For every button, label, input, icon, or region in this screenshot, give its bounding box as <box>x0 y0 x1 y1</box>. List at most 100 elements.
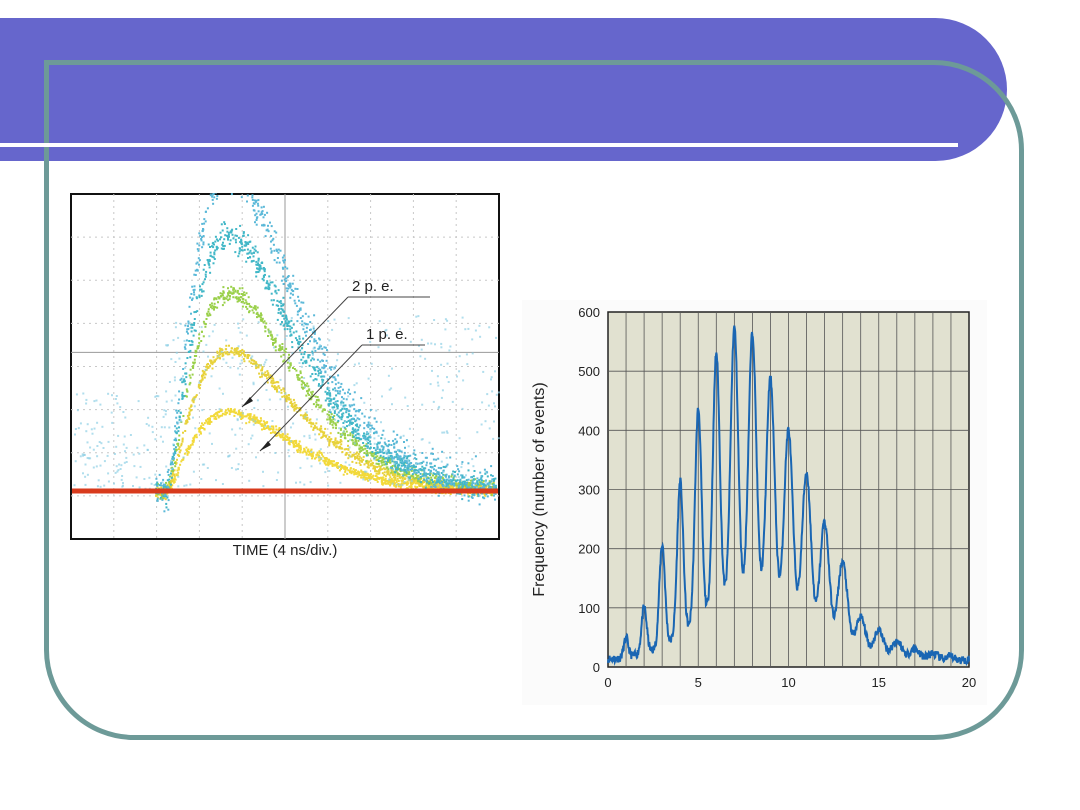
scope-dot <box>381 456 384 459</box>
scope-dot <box>267 224 269 227</box>
scope-dot <box>478 503 481 506</box>
scope-dot <box>405 475 408 478</box>
scope-dot <box>345 398 348 401</box>
scope-dot <box>232 237 235 240</box>
scope-dot <box>243 291 246 294</box>
scope-dot <box>323 366 326 369</box>
scope-dot <box>175 321 178 324</box>
scope-dot <box>311 390 314 393</box>
scope-dot <box>199 285 201 288</box>
scope-dot <box>385 467 388 470</box>
scope-dot <box>256 251 259 254</box>
scope-dot <box>302 337 305 340</box>
scope-dot <box>220 247 223 250</box>
scope-dot <box>192 289 195 291</box>
scope-dot <box>303 322 306 325</box>
scope-dot <box>208 364 211 367</box>
scope-dot <box>322 459 325 462</box>
scope-dot <box>365 470 368 473</box>
scope-dot <box>256 421 259 424</box>
scope-dot <box>329 438 332 441</box>
scope-dot <box>373 457 376 460</box>
scope-dot <box>282 283 285 285</box>
scope-dot <box>264 286 267 289</box>
scope-dot <box>166 471 169 473</box>
scope-dot <box>196 310 199 313</box>
scope-dot <box>471 485 474 488</box>
scope-dot <box>347 317 350 320</box>
scope-dot <box>329 415 332 418</box>
scope-dot <box>122 482 124 484</box>
scope-dot <box>364 476 367 479</box>
scope-dot <box>391 367 393 370</box>
scope-dot <box>475 484 478 487</box>
scope-dot <box>289 334 292 337</box>
scope-dot <box>238 373 241 376</box>
scope-dot <box>242 298 245 301</box>
scope-dot <box>337 431 340 434</box>
scope-dot <box>336 407 339 410</box>
scope-dot <box>378 465 381 468</box>
scope-dot <box>351 431 354 434</box>
scope-dot <box>303 353 306 356</box>
scope-dot <box>281 343 284 345</box>
scope-dot <box>195 262 198 265</box>
scope-dot <box>318 347 321 350</box>
scope-dot <box>315 453 318 456</box>
scope-dot <box>483 497 486 500</box>
scope-dot <box>263 320 266 323</box>
scope-dot <box>355 409 358 412</box>
scope-dot <box>268 287 271 290</box>
scope-dot <box>387 440 390 442</box>
scope-dot <box>336 353 339 356</box>
scope-dot <box>328 436 331 438</box>
scope-dot <box>198 244 201 247</box>
scope-dot <box>157 483 159 486</box>
scope-dot <box>476 480 479 483</box>
scope-dot <box>172 470 174 472</box>
scope-dot <box>338 427 341 430</box>
scope-dot <box>261 372 264 375</box>
scope-dot <box>409 482 412 484</box>
scope-dot <box>209 417 211 420</box>
scope-dot <box>198 428 201 431</box>
scope-dot <box>235 241 237 244</box>
scope-dot <box>179 463 182 466</box>
scope-dot <box>413 469 416 472</box>
scope-dot <box>448 475 451 478</box>
scope-dot <box>313 358 315 361</box>
scope-dot <box>185 448 188 451</box>
scope-dot <box>378 470 381 473</box>
scope-dot <box>245 260 248 263</box>
scope-dot <box>285 335 288 337</box>
scope-dot <box>312 379 315 382</box>
scope-dot <box>358 472 360 475</box>
scope-dot <box>335 463 338 466</box>
scope-dot <box>280 391 283 394</box>
scope-dot <box>247 257 249 259</box>
scope-dot <box>295 330 298 333</box>
scope-dot <box>286 397 289 400</box>
scope-dot <box>353 384 356 387</box>
scope-dot <box>387 374 390 377</box>
scope-dot <box>156 481 159 484</box>
scope-dot <box>263 213 266 216</box>
scope-dot <box>453 474 456 477</box>
scope-dot <box>230 409 233 412</box>
scope-dot <box>191 323 194 326</box>
scope-dot <box>401 461 404 464</box>
scope-dot <box>234 238 237 241</box>
scope-dot <box>379 454 382 457</box>
scope-dot <box>202 423 205 426</box>
scope-dot <box>211 415 214 418</box>
scope-dot <box>333 412 336 414</box>
scope-dot <box>381 464 384 467</box>
scope-dot <box>173 376 176 379</box>
scope-dot <box>330 398 333 401</box>
scope-dot <box>401 483 404 486</box>
scope-dot <box>336 359 339 362</box>
scope-dot <box>244 299 247 302</box>
scope-dot <box>469 484 471 486</box>
scope-dot <box>340 427 342 430</box>
scope-dot <box>280 305 283 307</box>
